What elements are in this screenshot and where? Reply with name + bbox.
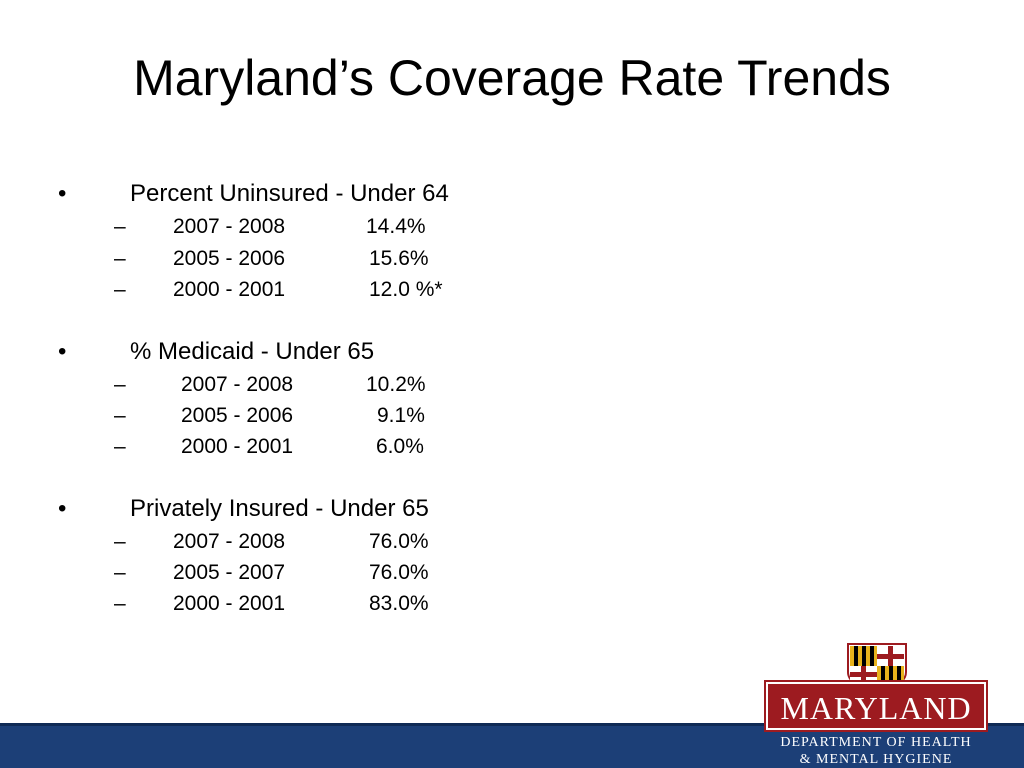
dash-glyph: – <box>114 435 126 458</box>
logo-wordmark-box: MARYLAND <box>764 680 988 732</box>
period: 2007 - 2008 <box>173 215 286 238</box>
value: 83.0% <box>369 592 429 615</box>
value: 6.0% <box>376 435 424 458</box>
department-name: DEPARTMENT OF HEALTH & MENTAL HYGIENE <box>766 734 986 768</box>
value: 76.0% <box>369 561 429 584</box>
period: 2005 - 2006 <box>173 247 286 270</box>
department-line-1: DEPARTMENT OF HEALTH <box>780 735 972 750</box>
dash-glyph: – <box>114 592 126 615</box>
logo-wordmark: MARYLAND <box>780 690 972 726</box>
department-line-2: & MENTAL HYGIENE <box>799 752 953 767</box>
period: 2000 - 2001 <box>173 278 286 301</box>
maryland-dhmh-logo: MARYLAND DEPARTMENT OF HEALTH & MENTAL H… <box>764 636 988 768</box>
footer-band <box>0 723 1024 768</box>
bullet-glyph: • <box>58 495 67 522</box>
value: 76.0% <box>369 530 429 553</box>
period: 2007 - 2008 <box>181 373 294 396</box>
bullet-heading: Privately Insured - Under 65 <box>130 495 429 522</box>
bullet-heading: % Medicaid - Under 65 <box>130 338 375 365</box>
bullet-glyph: • <box>58 338 67 365</box>
value: 10.2% <box>366 373 426 396</box>
dash-glyph: – <box>114 373 126 396</box>
dash-glyph: – <box>114 278 126 301</box>
period: 2005 - 2006 <box>181 404 294 427</box>
period: 2000 - 2001 <box>181 435 294 458</box>
dash-glyph: – <box>114 404 126 427</box>
dash-glyph: – <box>114 561 126 584</box>
slide-title: Maryland’s Coverage Rate Trends <box>133 50 891 106</box>
dash-glyph: – <box>114 530 126 553</box>
value: 14.4% <box>366 215 426 238</box>
period: 2000 - 2001 <box>173 592 286 615</box>
bullet-glyph: • <box>58 180 67 207</box>
value: 15.6% <box>369 247 429 270</box>
dash-glyph: – <box>114 247 126 270</box>
period: 2007 - 2008 <box>173 530 286 553</box>
value: 9.1% <box>377 404 425 427</box>
period: 2005 - 2007 <box>173 561 286 584</box>
bullet-heading: Percent Uninsured - Under 64 <box>130 180 449 207</box>
maryland-flag-shield-icon <box>847 643 907 692</box>
value: 12.0 %* <box>369 278 443 301</box>
dash-glyph: – <box>114 215 126 238</box>
